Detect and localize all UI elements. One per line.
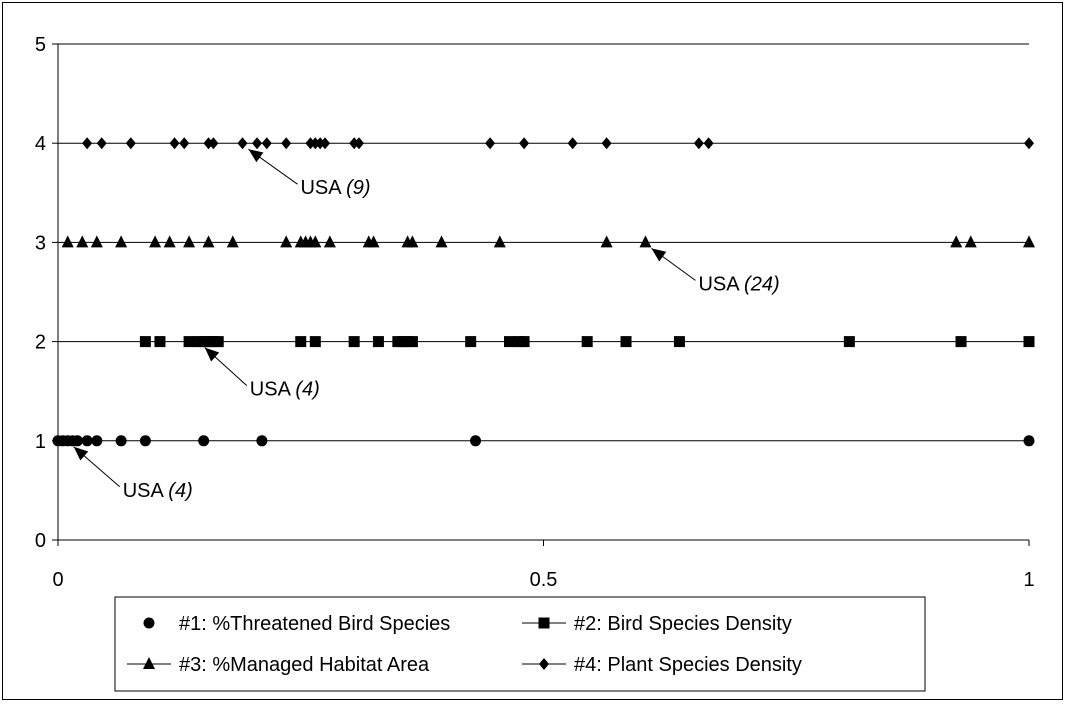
series-3-point: [1023, 235, 1035, 248]
series-4-point: [96, 137, 107, 150]
series-3-point: [600, 235, 613, 248]
series-4-point: [703, 137, 714, 150]
annotation-arrowhead: [204, 347, 220, 362]
y-tick-label: 1: [35, 431, 46, 453]
series-2-point: [620, 336, 632, 348]
series-4-point: [169, 137, 180, 150]
series-3-point: [115, 235, 128, 248]
annotation-label: USA (4): [123, 480, 193, 502]
series-4-point: [567, 137, 578, 150]
series-4-point: [82, 137, 93, 150]
y-tick-label: 5: [35, 34, 46, 56]
series-4-point: [485, 137, 496, 150]
annotation-label: USA (24): [698, 273, 779, 295]
y-tick-label: 0: [35, 530, 46, 552]
series-2-point: [673, 336, 685, 348]
series-2-point: [183, 336, 195, 348]
series-3-point: [61, 235, 74, 248]
legend-marker: [539, 658, 549, 670]
series-2-point: [955, 336, 967, 348]
series-2-point: [465, 336, 477, 348]
series-4-point: [179, 137, 190, 150]
series-3-point: [76, 235, 89, 248]
series-1-point: [139, 435, 151, 447]
series-2-point: [154, 336, 166, 348]
series-3-point: [950, 235, 963, 248]
series-3-point: [406, 235, 419, 248]
series-3-point: [367, 235, 380, 248]
annotation-label: USA (9): [300, 177, 370, 199]
legend-marker: [143, 657, 155, 669]
series-2-point: [504, 336, 516, 348]
series-4-point: [1024, 137, 1034, 150]
annotation-arrowhead: [73, 446, 89, 461]
series-3-point: [435, 235, 448, 248]
series-4-point: [261, 137, 272, 150]
series-1-point: [115, 435, 127, 447]
series-2-point: [372, 336, 384, 348]
series-3-point: [493, 235, 506, 248]
legend-entry-1: #1: %Threatened Bird Species: [179, 613, 450, 635]
y-tick-label: 2: [35, 332, 46, 354]
legend-entry-4: #4: Plant Species Density: [574, 654, 802, 676]
series-2-point: [348, 336, 360, 348]
x-tick-label: 1: [1023, 569, 1034, 591]
series-2-point: [406, 336, 418, 348]
series-2-point: [581, 336, 593, 348]
series-4-point: [252, 137, 263, 150]
series-4-point: [208, 137, 219, 150]
series-4-point: [320, 137, 331, 150]
series-2-point: [295, 336, 307, 348]
series-1-point: [71, 435, 83, 447]
series-2-point: [139, 336, 151, 348]
series-3-point: [280, 235, 293, 248]
series-2-point: [518, 336, 530, 348]
legend-marker: [538, 617, 550, 629]
series-2-point: [1023, 336, 1035, 348]
series-2-point: [309, 336, 321, 348]
legend: [114, 596, 926, 692]
series-2-point: [843, 336, 855, 348]
x-tick-label: 0.5: [530, 569, 558, 591]
series-1-point: [81, 435, 93, 447]
legend-entry-2: #2: Bird Species Density: [574, 613, 792, 635]
series-3-point: [639, 235, 652, 248]
legend-marker: [143, 617, 155, 629]
series-1-point: [198, 435, 210, 447]
series-4-point: [601, 137, 612, 150]
series-1-point: [256, 435, 268, 447]
series-3-point: [309, 235, 322, 248]
x-tick-label: 0: [52, 569, 63, 591]
series-1-point: [1023, 435, 1035, 447]
series-4-point: [693, 137, 704, 150]
y-tick-label: 3: [35, 232, 46, 254]
series-2-point: [212, 336, 224, 348]
series-1-point: [470, 435, 482, 447]
series-4-point: [519, 137, 530, 150]
series-3-point: [964, 235, 977, 248]
series-3-point: [90, 235, 103, 248]
series-3-point: [202, 235, 215, 248]
annotation-label: USA (4): [250, 379, 320, 401]
series-1-point: [91, 435, 103, 447]
series-3-point: [226, 235, 239, 248]
annotation-arrowhead: [248, 149, 264, 163]
series-4-point: [237, 137, 248, 150]
series-3-point: [163, 235, 176, 248]
series-4-point: [281, 137, 292, 150]
series-3-point: [323, 235, 336, 248]
series-4-point: [354, 137, 365, 150]
series-3-point: [149, 235, 162, 248]
annotation-arrowhead: [651, 248, 667, 262]
y-tick-label: 4: [35, 133, 46, 155]
series-3-point: [183, 235, 196, 248]
series-4-point: [125, 137, 136, 150]
legend-entry-3: #3: %Managed Habitat Area: [179, 654, 430, 676]
